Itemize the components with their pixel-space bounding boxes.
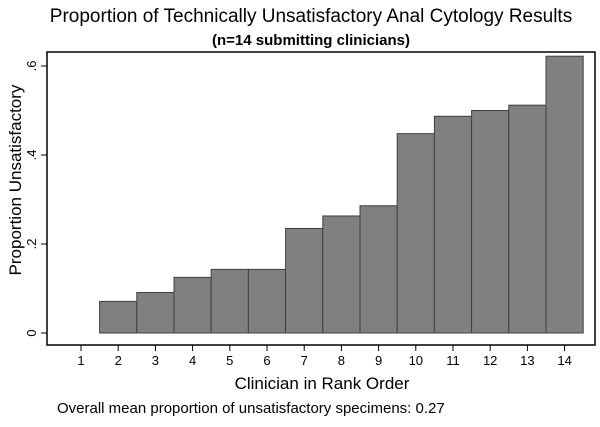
y-tick-label: 0 (24, 329, 39, 336)
bar-clinician-8 (322, 215, 361, 334)
bar-clinician-11 (433, 115, 473, 334)
x-axis: 1 2 3 4 5 6 7 8 9 10 11 12 13 14 (77, 345, 572, 368)
x-tick-label: 11 (446, 353, 460, 368)
bar-clinician-5 (210, 268, 249, 334)
x-tick-label: 6 (263, 353, 270, 368)
bar-clinician-13 (508, 104, 547, 334)
x-tick-label: 2 (115, 353, 122, 368)
y-tick-label: .2 (24, 239, 39, 250)
x-tick-label: 3 (152, 353, 159, 368)
bar-clinician-7 (285, 227, 324, 334)
chart-title: Proportion of Technically Unsatisfactory… (50, 6, 572, 27)
bar-clinician-14 (545, 55, 584, 334)
x-tick-label: 9 (375, 353, 382, 368)
x-tick-label: 5 (226, 353, 233, 368)
bar-clinician-9 (359, 205, 398, 334)
bars (99, 55, 584, 334)
y-axis-title: Proportion Unsatisfactory (6, 84, 25, 275)
bar-clinician-4 (173, 276, 212, 334)
x-axis-title: Clinician in Rank Order (235, 374, 410, 393)
bar-clinician-6 (247, 268, 287, 334)
bar-clinician-10 (396, 133, 435, 334)
y-tick-label: .6 (24, 61, 39, 72)
chart-subtitle: (n=14 submitting clinicians) (212, 32, 410, 49)
x-tick-label: 14 (557, 353, 571, 368)
x-tick-label: 7 (301, 353, 308, 368)
x-tick-label: 13 (520, 353, 534, 368)
bar-clinician-12 (471, 110, 510, 334)
x-tick-label: 10 (409, 353, 423, 368)
x-tick-label: 8 (338, 353, 345, 368)
chart-footnote: Overall mean proportion of unsatisfactor… (57, 400, 445, 417)
bar-clinician-3 (136, 292, 175, 334)
x-tick-label: 4 (189, 353, 196, 368)
y-tick-label: .4 (24, 150, 39, 161)
x-tick-label: 12 (483, 353, 497, 368)
x-tick-label: 1 (77, 353, 84, 368)
bar-clinician-2 (99, 300, 138, 334)
y-axis: 0 .2 .4 .6 (24, 61, 47, 337)
